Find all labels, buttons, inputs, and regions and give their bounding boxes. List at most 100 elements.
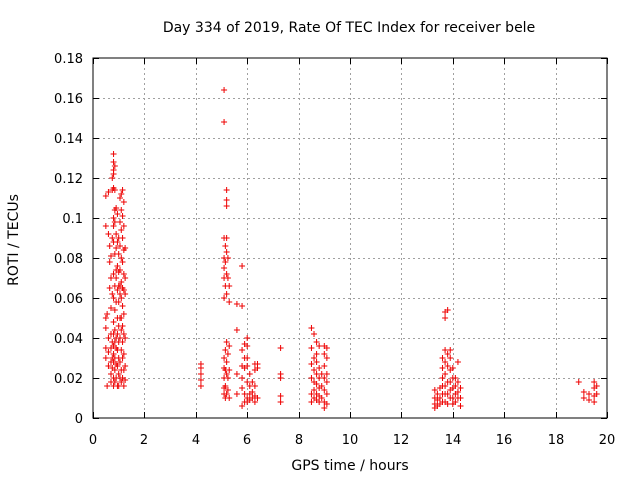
data-point — [454, 379, 461, 385]
data-point — [226, 367, 233, 373]
data-point — [316, 343, 323, 349]
data-point — [447, 355, 454, 361]
data-point — [110, 351, 117, 357]
data-point — [318, 395, 325, 401]
data-point — [107, 253, 114, 259]
data-point — [457, 395, 464, 401]
data-point — [308, 399, 315, 405]
data-point — [111, 307, 118, 313]
x-tick-label: 16 — [496, 433, 513, 448]
data-point — [223, 203, 230, 209]
data-point — [116, 359, 123, 365]
data-point — [442, 315, 449, 321]
data-point — [114, 263, 121, 269]
data-point — [586, 391, 593, 397]
data-point — [323, 355, 330, 361]
x-tick-label: 0 — [89, 433, 97, 448]
data-point — [233, 301, 240, 307]
data-point — [436, 395, 443, 401]
data-point — [447, 379, 454, 385]
data-point — [118, 379, 125, 385]
data-point — [308, 391, 315, 397]
data-point — [452, 375, 459, 381]
data-point — [223, 339, 230, 345]
data-point — [110, 159, 117, 165]
data-point — [118, 295, 125, 301]
data-point — [119, 187, 126, 193]
data-point — [593, 391, 600, 397]
data-point — [223, 359, 230, 365]
data-point — [444, 401, 451, 407]
data-point — [119, 339, 126, 345]
data-point — [120, 311, 127, 317]
data-point — [113, 245, 120, 251]
data-point — [120, 223, 127, 229]
data-point — [323, 401, 330, 407]
data-point — [251, 399, 258, 405]
data-point — [122, 363, 129, 369]
data-point — [226, 343, 233, 349]
data-point — [120, 199, 127, 205]
data-point — [119, 235, 126, 241]
data-point — [233, 391, 240, 397]
data-point — [239, 375, 246, 381]
data-point — [308, 325, 315, 331]
data-point — [113, 205, 120, 211]
data-point — [239, 403, 246, 409]
data-point — [254, 395, 261, 401]
data-point — [439, 365, 446, 371]
y-tick-label: 0.08 — [54, 252, 83, 267]
data-point — [107, 305, 114, 311]
data-point — [442, 347, 449, 353]
data-point — [246, 383, 253, 389]
data-point — [119, 323, 126, 329]
data-point — [580, 389, 587, 395]
data-point — [591, 379, 598, 385]
data-point — [118, 207, 125, 213]
data-point — [102, 193, 109, 199]
x-tick-label: 4 — [192, 433, 200, 448]
data-point — [439, 375, 446, 381]
x-tick-label: 20 — [599, 433, 616, 448]
data-point — [313, 339, 320, 345]
data-point — [102, 325, 109, 331]
data-point — [120, 367, 127, 373]
data-point — [118, 255, 125, 261]
data-point — [106, 259, 113, 265]
data-point — [119, 213, 126, 219]
data-point — [113, 231, 120, 237]
data-point — [120, 287, 127, 293]
data-point — [580, 395, 587, 401]
data-point — [113, 275, 120, 281]
data-point — [323, 345, 330, 351]
data-point — [118, 327, 125, 333]
data-point — [110, 171, 117, 177]
data-point — [102, 223, 109, 229]
data-point — [106, 285, 113, 291]
data-point — [104, 383, 111, 389]
data-point — [221, 355, 228, 361]
grid-lines — [93, 58, 607, 418]
data-point — [434, 391, 441, 397]
data-point — [233, 327, 240, 333]
data-point — [452, 383, 459, 389]
data-point — [122, 275, 129, 281]
data-point — [122, 245, 129, 251]
data-point — [105, 189, 112, 195]
data-point — [118, 279, 125, 285]
data-point — [115, 251, 122, 257]
data-point — [110, 319, 117, 325]
data-point — [223, 249, 230, 255]
data-point — [313, 371, 320, 377]
data-point — [244, 343, 251, 349]
data-point — [111, 379, 118, 385]
data-point — [116, 335, 123, 341]
data-point — [197, 377, 204, 383]
data-point — [111, 219, 118, 225]
data-point — [197, 365, 204, 371]
x-tick-label: 12 — [393, 433, 410, 448]
data-point — [122, 377, 129, 383]
data-point — [251, 383, 258, 389]
data-point — [308, 361, 315, 367]
data-point — [116, 291, 123, 297]
